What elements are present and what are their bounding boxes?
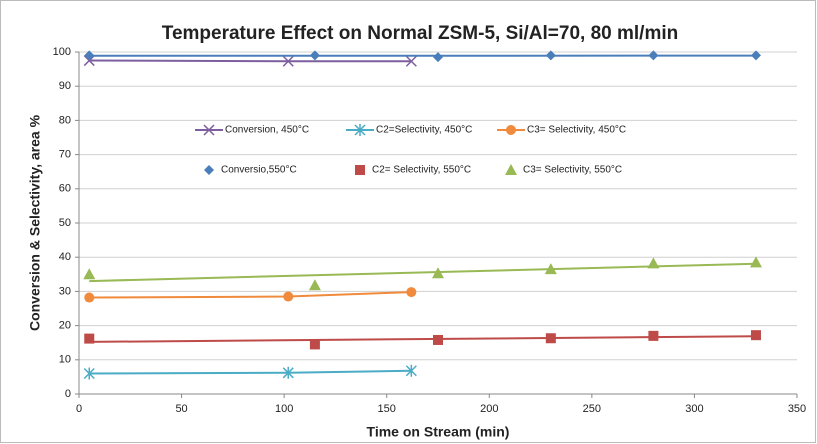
marker	[282, 55, 294, 67]
legend-label: C3= Selectivity, 550°C	[523, 165, 622, 176]
marker	[545, 333, 556, 344]
marker	[406, 287, 417, 298]
legend-item: C2= Selectivity, 550°C	[355, 165, 471, 176]
marker	[83, 367, 95, 380]
marker	[84, 292, 95, 303]
marker	[282, 366, 294, 379]
x-tick-label: 250	[583, 403, 601, 415]
legend-marker	[506, 125, 516, 135]
marker	[283, 291, 294, 302]
y-tick-label: 80	[59, 114, 71, 126]
y-tick-label: 40	[59, 251, 71, 263]
marker	[647, 257, 660, 269]
legend-marker	[355, 165, 365, 175]
marker	[749, 256, 762, 268]
marker	[405, 55, 417, 67]
marker	[545, 50, 556, 61]
marker	[309, 50, 320, 61]
legend-item: C3= Selectivity, 550°C	[505, 164, 622, 176]
legend-marker	[204, 165, 214, 175]
marker	[750, 50, 761, 61]
trendline	[89, 262, 756, 283]
y-tick-label: 100	[53, 46, 71, 58]
y-tick-label: 50	[59, 217, 71, 229]
legend-label: Conversion, 450°C	[225, 125, 309, 136]
legend-marker	[354, 124, 366, 136]
x-tick-label: 0	[76, 403, 82, 415]
marker	[433, 52, 443, 63]
marker	[83, 55, 95, 67]
legend-item: C2=Selectivity, 450°C	[346, 124, 472, 136]
legend-label: C3= Selectivity, 450°C	[527, 125, 626, 136]
series-line	[89, 59, 412, 63]
x-axis-title: Time on Stream (min)	[367, 424, 510, 440]
y-axis-title: Conversion & Selectivity, area %	[27, 114, 43, 331]
marker	[405, 364, 417, 377]
marker	[432, 267, 444, 279]
x-tick-label: 300	[685, 403, 703, 415]
legend-label: C2=Selectivity, 450°C	[376, 125, 472, 136]
marker	[648, 50, 659, 61]
trendline	[89, 335, 756, 343]
legend-item: C3= Selectivity, 450°C	[497, 125, 626, 136]
chart-title: Temperature Effect on Normal ZSM-5, Si/A…	[162, 23, 678, 44]
x-tick-label: 200	[480, 403, 498, 415]
marker	[83, 268, 96, 280]
legend-item: Conversion, 450°C	[195, 124, 309, 136]
x-tick-label: 150	[378, 403, 396, 415]
y-tick-label: 90	[59, 80, 71, 92]
marker	[84, 50, 95, 61]
y-tick-label: 70	[59, 149, 71, 161]
y-tick-label: 10	[59, 354, 71, 366]
legend-item: Conversio,550°C	[204, 165, 297, 176]
marker	[84, 333, 95, 344]
marker	[648, 330, 659, 341]
x-tick-label: 350	[788, 403, 806, 415]
y-tick-label: 60	[59, 183, 71, 195]
marker	[433, 334, 443, 345]
legend-marker	[203, 124, 215, 136]
y-tick-label: 0	[65, 388, 71, 400]
legend-marker	[505, 164, 517, 175]
x-tick-label: 50	[175, 403, 187, 415]
legend-label: Conversio,550°C	[221, 165, 297, 176]
marker	[750, 330, 761, 341]
marker	[544, 263, 557, 275]
marker	[309, 339, 320, 350]
y-tick-label: 30	[59, 285, 71, 297]
y-tick-label: 20	[59, 320, 71, 332]
marker	[308, 279, 321, 291]
x-tick-label: 100	[275, 403, 293, 415]
legend-label: C2= Selectivity, 550°C	[372, 165, 471, 176]
